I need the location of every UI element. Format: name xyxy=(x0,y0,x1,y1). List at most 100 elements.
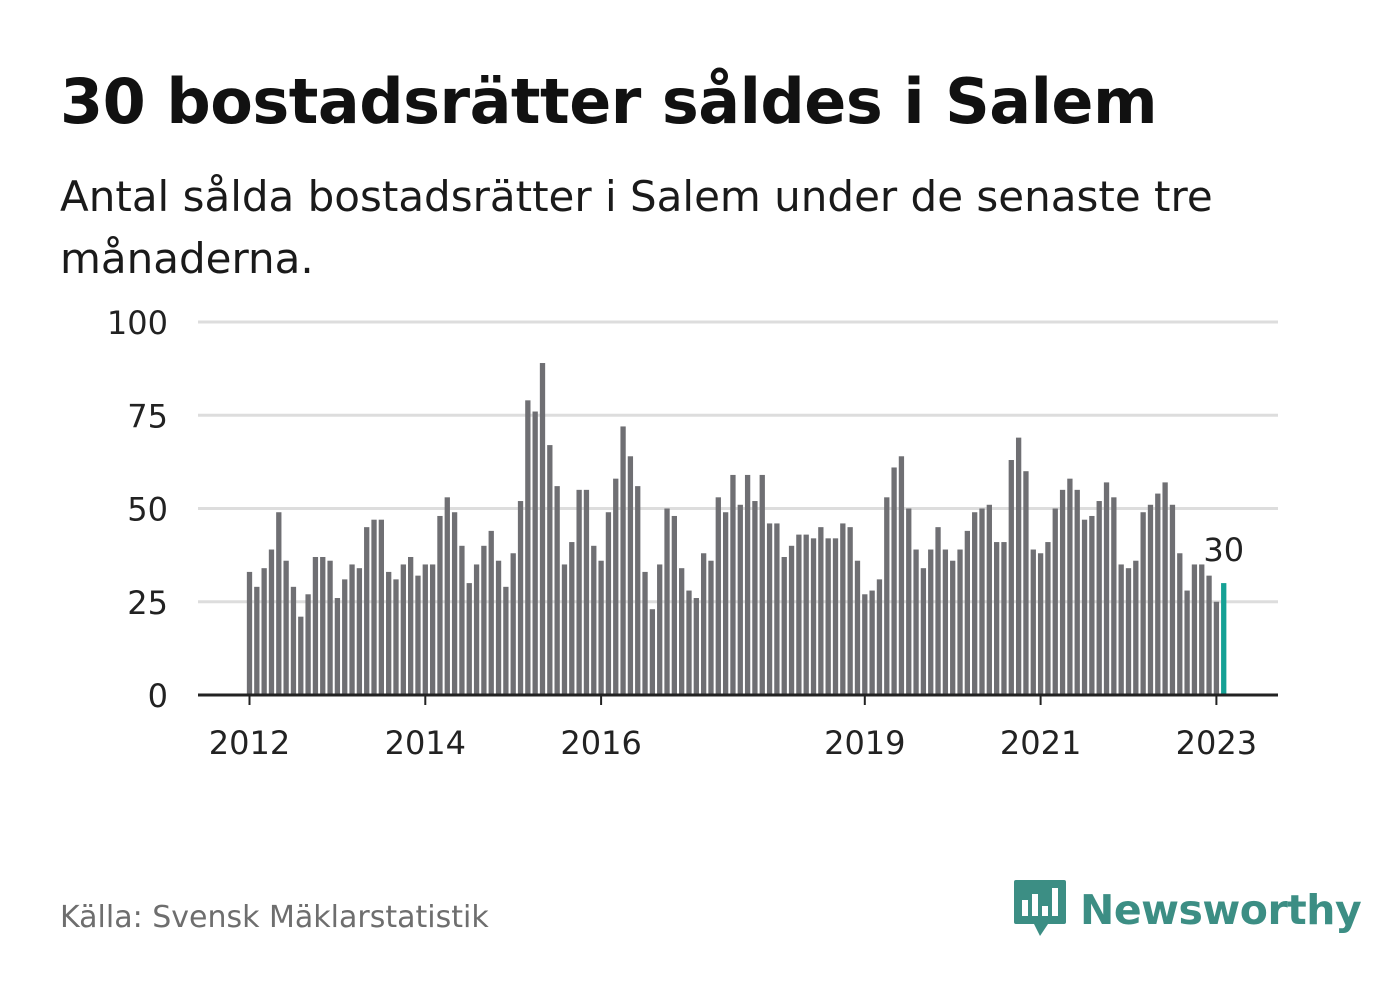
bar xyxy=(261,568,267,695)
bar xyxy=(744,474,751,695)
bar xyxy=(1184,590,1190,695)
bar xyxy=(364,527,370,695)
bar xyxy=(766,523,773,695)
bar xyxy=(693,598,699,695)
bar xyxy=(1023,471,1029,695)
bar xyxy=(657,564,663,695)
bar xyxy=(1052,508,1058,695)
bar xyxy=(715,497,721,695)
bar xyxy=(1177,553,1183,695)
bars xyxy=(246,363,1227,695)
x-tick-label: 2023 xyxy=(1176,724,1257,762)
bar xyxy=(473,564,480,695)
bar xyxy=(268,549,275,695)
bar xyxy=(803,534,809,695)
bar xyxy=(1103,482,1110,695)
bar xyxy=(598,560,604,695)
bar xyxy=(327,560,333,695)
bar xyxy=(539,363,546,695)
bar xyxy=(408,556,414,695)
source-note: Källa: Svensk Mäklarstatistik xyxy=(60,900,489,935)
bar xyxy=(906,508,912,695)
bar xyxy=(759,474,765,695)
bar xyxy=(334,598,341,695)
bar xyxy=(400,564,406,695)
bar xyxy=(1008,460,1014,695)
bar xyxy=(488,530,494,695)
bar xyxy=(605,512,612,695)
bar xyxy=(686,590,692,695)
bar xyxy=(1213,601,1220,695)
bar xyxy=(810,538,817,695)
bar xyxy=(1118,564,1124,695)
y-tick-label: 0 xyxy=(148,677,168,715)
bar xyxy=(1067,478,1073,695)
y-tick-label: 100 xyxy=(107,304,168,342)
bar xyxy=(1191,564,1198,695)
bar xyxy=(679,568,685,695)
bar xyxy=(825,538,831,695)
bar xyxy=(422,564,428,695)
bar xyxy=(459,545,465,695)
bar xyxy=(1015,437,1022,695)
bar xyxy=(942,549,949,695)
bar xyxy=(950,560,956,695)
bar xyxy=(254,586,260,695)
bar xyxy=(876,579,883,695)
bar xyxy=(1081,519,1088,695)
y-tick-label: 50 xyxy=(127,491,168,529)
chart-title: 30 bostadsrätter såldes i Salem xyxy=(60,65,1158,138)
bar xyxy=(1111,497,1117,695)
bar xyxy=(664,508,670,695)
y-tick-label: 25 xyxy=(127,584,168,622)
bar xyxy=(818,527,824,695)
bar xyxy=(1147,504,1154,695)
bar xyxy=(1125,568,1132,695)
bar xyxy=(246,571,253,695)
bar xyxy=(547,445,553,695)
bar xyxy=(283,560,289,695)
bar xyxy=(276,512,282,695)
bar xyxy=(730,474,736,695)
bar xyxy=(752,501,758,695)
bar xyxy=(1206,575,1212,695)
bar xyxy=(671,515,677,695)
bar xyxy=(554,486,560,695)
y-axis-ticks: 0 25 50 75 100 xyxy=(107,304,168,715)
y-tick-label: 75 xyxy=(127,397,168,435)
bar xyxy=(920,568,927,695)
bar xyxy=(1074,489,1080,695)
bar xyxy=(591,545,597,695)
last-value-label: 30 xyxy=(1203,531,1244,569)
bar xyxy=(371,519,377,695)
bar xyxy=(298,616,304,695)
bar xyxy=(972,512,978,695)
x-tick-label: 2021 xyxy=(1000,724,1081,762)
bar xyxy=(1162,482,1168,695)
chart-speech-bubble-icon xyxy=(1012,878,1068,942)
bar xyxy=(979,508,985,695)
bar xyxy=(701,553,707,695)
bar xyxy=(429,564,436,695)
bar xyxy=(994,542,1000,695)
bar xyxy=(1045,542,1051,695)
bar xyxy=(503,586,509,695)
bar xyxy=(451,512,458,695)
bar xyxy=(481,545,487,695)
brand-logo[interactable]: Newsworthy xyxy=(1012,878,1362,942)
bar xyxy=(525,400,531,695)
bar xyxy=(708,560,714,695)
bar xyxy=(774,523,780,695)
bar xyxy=(935,527,941,695)
bar xyxy=(891,467,897,695)
bar-chart: 0 25 50 75 100 2012 2014 2016 2019 2021 2023 30 xyxy=(107,304,1278,762)
x-tick-label: 2012 xyxy=(209,724,290,762)
bar xyxy=(305,594,311,695)
bar xyxy=(1096,501,1102,695)
brand-name: Newsworthy xyxy=(1080,886,1362,934)
x-axis-ticks: 2012 2014 2016 2019 2021 2023 xyxy=(209,695,1257,762)
x-tick-label: 2014 xyxy=(385,724,466,762)
bar xyxy=(898,456,905,695)
bar xyxy=(854,560,861,695)
bar xyxy=(1199,564,1205,695)
